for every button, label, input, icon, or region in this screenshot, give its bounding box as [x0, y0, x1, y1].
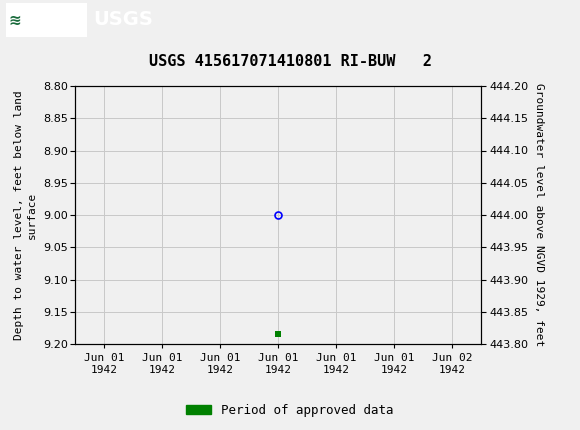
Y-axis label: Groundwater level above NGVD 1929, feet: Groundwater level above NGVD 1929, feet	[534, 83, 543, 347]
Text: ≋: ≋	[9, 12, 21, 28]
Text: USGS 415617071410801 RI-BUW   2: USGS 415617071410801 RI-BUW 2	[148, 54, 432, 69]
Legend: Period of approved data: Period of approved data	[181, 399, 399, 421]
Text: USGS: USGS	[93, 10, 153, 30]
Bar	[6, 3, 87, 37]
Y-axis label: Depth to water level, feet below land
surface: Depth to water level, feet below land su…	[14, 90, 37, 340]
